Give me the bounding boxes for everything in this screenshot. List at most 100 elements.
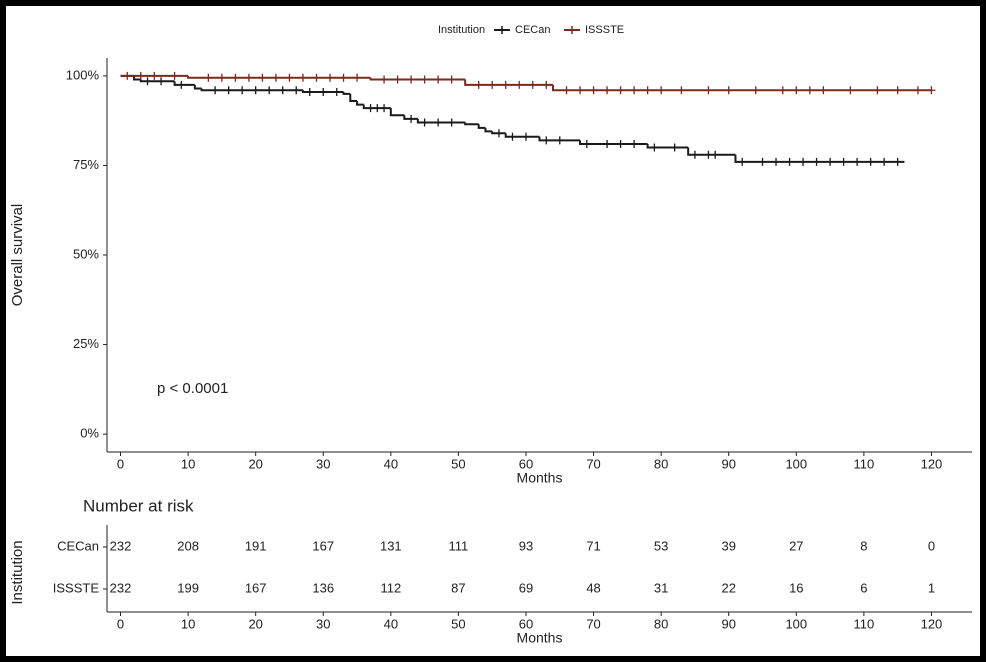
censor-mark — [738, 157, 747, 166]
censor-mark — [677, 86, 686, 95]
censor-mark — [792, 86, 801, 95]
censor-mark — [434, 118, 443, 127]
censor-mark — [204, 73, 213, 82]
risk-count: 22 — [721, 580, 735, 595]
censor-mark — [353, 73, 362, 82]
survival-step — [464, 79, 554, 86]
censor-mark — [123, 71, 132, 80]
survival-step — [356, 100, 364, 106]
censor-mark — [305, 88, 314, 97]
x-tick-label: 120 — [921, 616, 943, 631]
censor-mark — [873, 86, 882, 95]
censor-mark — [380, 75, 389, 84]
y-axis-label: Institution — [9, 540, 26, 604]
x-tick-label: 60 — [519, 616, 533, 631]
censor-mark — [278, 86, 287, 95]
censor-mark — [650, 143, 659, 152]
censor-mark — [319, 88, 328, 97]
censor-mark — [704, 86, 713, 95]
risk-count: 48 — [586, 580, 600, 595]
risk-count: 131 — [380, 538, 402, 553]
censor-mark — [434, 75, 443, 84]
censor-mark — [177, 80, 186, 89]
risk-count: 1 — [928, 580, 935, 595]
x-tick-label: 0 — [117, 616, 124, 631]
risk-count: 69 — [519, 580, 533, 595]
censor-mark — [772, 157, 781, 166]
x-tick-label: 20 — [248, 456, 262, 471]
censor-mark — [326, 73, 335, 82]
x-tick-label: 120 — [921, 456, 943, 471]
y-tick-label: 0% — [80, 426, 99, 441]
y-axis-label: Overall survival — [9, 204, 26, 307]
risk-count: 39 — [721, 538, 735, 553]
censor-mark — [616, 139, 625, 148]
censor-mark — [271, 73, 280, 82]
censor-mark — [170, 71, 179, 80]
risk-count: 199 — [177, 580, 199, 595]
censor-mark — [508, 132, 517, 141]
annotation: p < 0.0001 — [157, 380, 228, 397]
x-tick-label: 110 — [854, 616, 875, 631]
censor-mark — [420, 75, 429, 84]
censor-mark — [339, 73, 348, 82]
risk-count: 6 — [860, 580, 867, 595]
risk-count: 208 — [177, 538, 199, 553]
x-tick-label: 50 — [451, 456, 465, 471]
censor-mark — [285, 73, 294, 82]
risk-count: 167 — [245, 580, 267, 595]
censor-mark — [927, 86, 936, 95]
censor-mark — [630, 139, 639, 148]
censor-mark — [373, 104, 382, 113]
survival-step — [477, 124, 486, 129]
censor-mark — [893, 86, 902, 95]
y-tick-label: 100% — [66, 67, 100, 82]
survival-step — [484, 127, 493, 133]
risk-count: 31 — [654, 580, 668, 595]
risk-count: 87 — [451, 580, 465, 595]
survival-step — [538, 136, 581, 142]
censor-mark — [407, 75, 416, 84]
censor-mark — [150, 71, 159, 80]
x-tick-label: 0 — [117, 456, 124, 471]
censor-mark — [690, 150, 699, 159]
row-label: CECan — [57, 538, 99, 553]
censor-mark — [724, 86, 733, 95]
censor-mark — [542, 80, 551, 89]
censor-mark — [812, 157, 821, 166]
risk-count: 0 — [928, 538, 935, 553]
censor-mark — [758, 157, 767, 166]
x-tick-label: 40 — [384, 456, 398, 471]
censor-mark — [528, 80, 537, 89]
censor-mark — [616, 86, 625, 95]
row-label: ISSSTE — [53, 580, 100, 595]
censor-mark — [778, 86, 787, 95]
x-tick-label: 30 — [316, 456, 330, 471]
censor-mark — [826, 157, 835, 166]
censor-mark — [711, 150, 720, 159]
survival-step — [464, 122, 479, 126]
risk-count: 8 — [860, 538, 867, 553]
survival-step — [369, 77, 466, 81]
censor-mark — [819, 86, 828, 95]
risk-count: 71 — [586, 538, 600, 553]
survival-step — [687, 147, 736, 156]
survival-step — [187, 75, 371, 79]
x-tick-label: 100 — [785, 456, 807, 471]
censor-mark — [805, 86, 814, 95]
survival-step — [173, 81, 195, 86]
censor-mark — [603, 86, 612, 95]
x-tick-label: 90 — [721, 616, 735, 631]
censor-mark — [447, 75, 456, 84]
censor-mark — [157, 77, 166, 86]
censor-mark — [474, 80, 483, 89]
x-tick-label: 60 — [519, 456, 533, 471]
censor-mark — [799, 157, 808, 166]
survival-step — [552, 84, 932, 92]
legend-label: CECan — [515, 24, 550, 36]
x-tick-label: 10 — [181, 456, 195, 471]
x-axis-label: Months — [517, 630, 563, 646]
survival-step — [579, 140, 648, 145]
censor-mark — [751, 86, 760, 95]
